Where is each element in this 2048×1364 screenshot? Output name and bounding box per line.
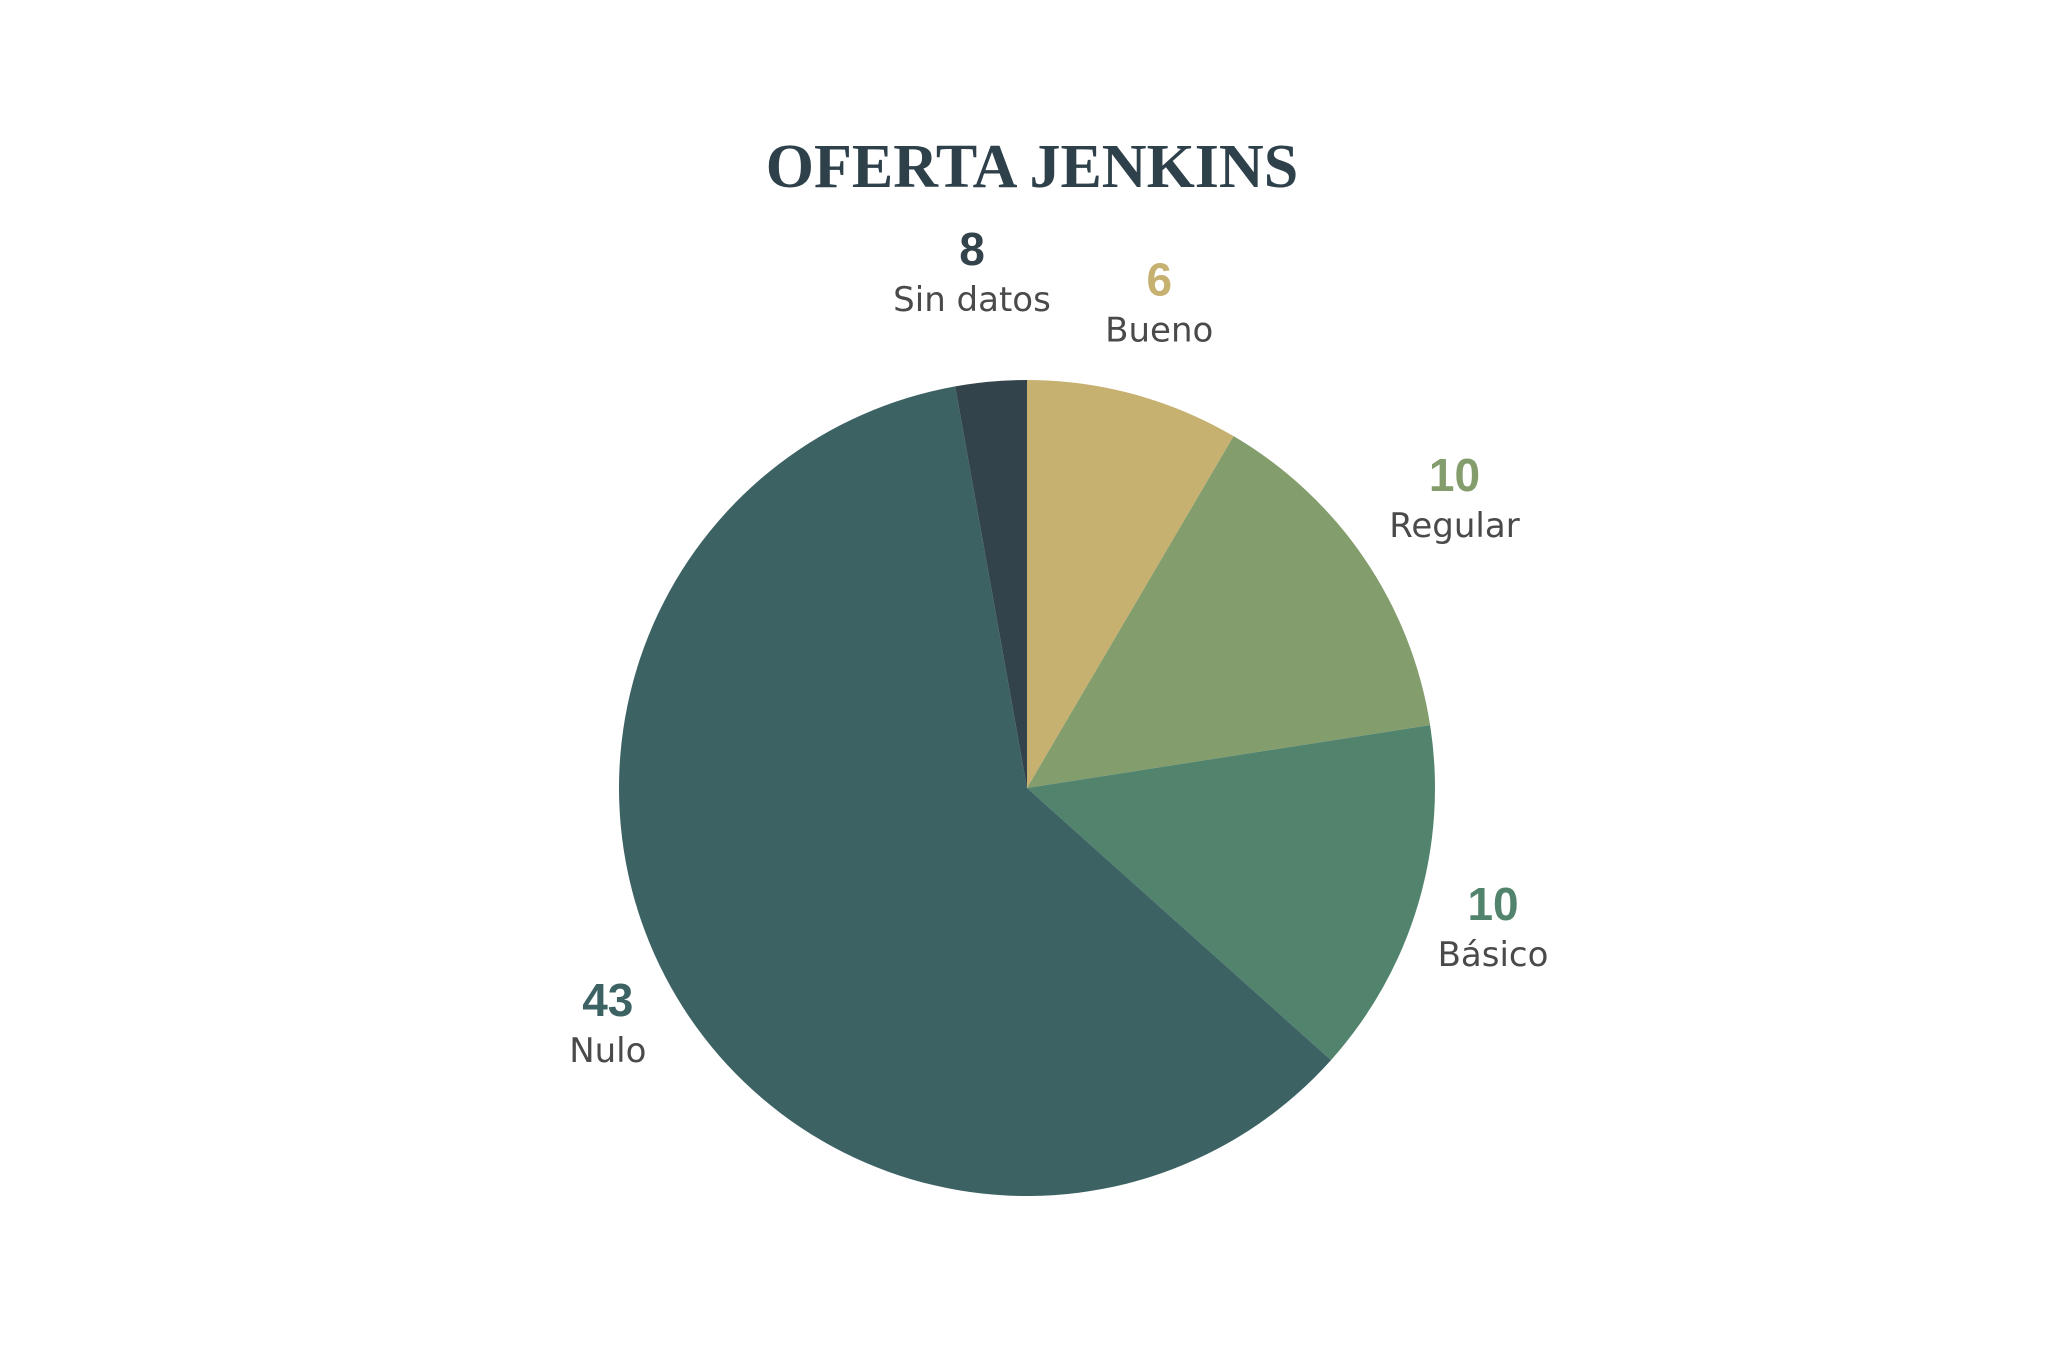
data-label-category-nulo: Nulo (569, 1031, 646, 1071)
data-label-category-basico: Básico (1438, 935, 1549, 975)
pie-labels: 6 Bueno 10 Regular 10 Básico 43 Nulo 8 Sin datos (569, 223, 1548, 1071)
data-label-category-regular: Regular (1389, 506, 1519, 546)
pie-slice-regular (1027, 436, 1431, 788)
data-label-value-basico: 10 (1467, 878, 1518, 930)
data-label-category-sin-datos: Sin datos (893, 280, 1051, 320)
chart-title: OFERTA JENKINS (766, 133, 1298, 201)
pie-slice-bueno (1027, 380, 1234, 788)
data-label-value-regular: 10 (1429, 449, 1480, 501)
pie-slice-nulo (619, 386, 1332, 1197)
data-label-category-bueno: Bueno (1105, 311, 1213, 351)
data-label-value-bueno: 6 (1146, 254, 1172, 306)
data-label-value-nulo: 43 (582, 974, 633, 1026)
data-label-value-sin-datos: 8 (959, 223, 985, 275)
pie-slices (619, 380, 1435, 1197)
pie-slice-basico (1027, 725, 1435, 1061)
pie-slice-sin-datos (955, 380, 1027, 788)
